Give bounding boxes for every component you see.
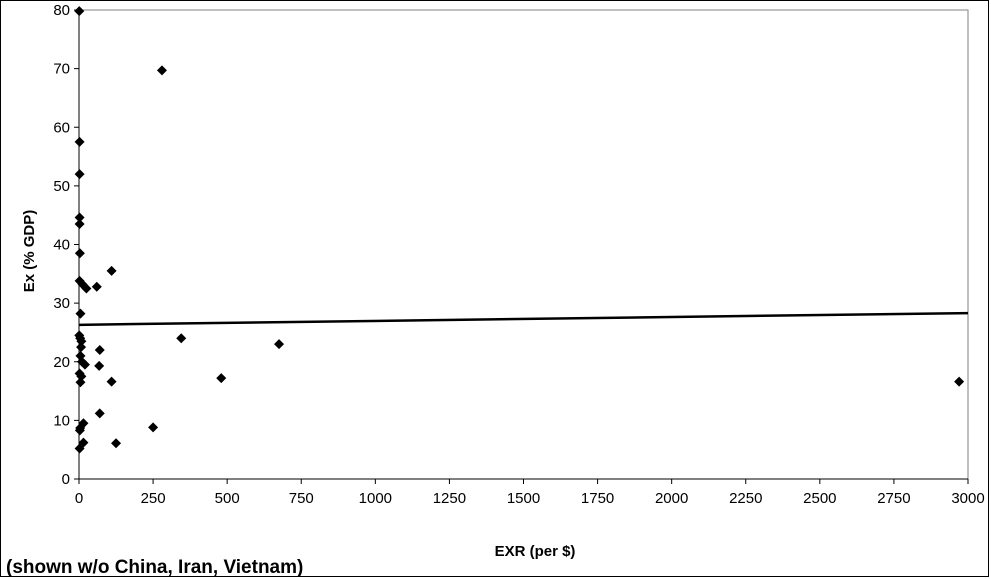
x-tick-label: 1250: [433, 490, 466, 507]
data-point: [74, 136, 85, 147]
x-tick-label: 250: [141, 490, 166, 507]
data-points: [74, 6, 965, 454]
data-point: [94, 345, 105, 356]
y-tick-label: 20: [53, 354, 70, 371]
y-tick-label: 0: [62, 471, 70, 488]
data-point: [74, 425, 85, 436]
plot-border: [78, 9, 969, 480]
data-point: [94, 360, 105, 371]
x-tick-label: 3000: [951, 490, 984, 507]
y-tick-label: 50: [53, 178, 70, 195]
x-axis-label: EXR (per $): [495, 543, 576, 560]
x-tick-label: 1000: [359, 490, 392, 507]
data-point: [74, 212, 85, 223]
data-point: [176, 333, 187, 344]
x-tick-label: 2000: [655, 490, 688, 507]
data-point: [74, 6, 85, 17]
x-tick-label: 500: [215, 490, 240, 507]
data-point: [74, 169, 85, 180]
y-tick-label: 10: [53, 412, 70, 429]
plot-area: [78, 9, 969, 480]
x-tick-label: 750: [289, 490, 314, 507]
data-point: [106, 376, 117, 387]
data-point: [106, 265, 117, 276]
x-tick-label: 2250: [729, 490, 762, 507]
data-point: [76, 336, 87, 347]
data-point: [75, 308, 86, 319]
x-tick-label: 0: [75, 490, 83, 507]
data-point: [216, 373, 227, 384]
trendline: [78, 311, 969, 327]
data-point: [79, 359, 90, 370]
data-point: [74, 443, 85, 454]
data-point: [148, 422, 159, 433]
chart-note: (shown w/o China, Iran, Vietnam): [6, 557, 303, 578]
data-point: [75, 377, 86, 388]
y-tick-label: 60: [53, 119, 70, 136]
data-point: [76, 342, 87, 353]
data-point: [111, 438, 122, 449]
y-tick-label: 30: [53, 295, 70, 312]
data-point: [74, 218, 85, 229]
x-tick-label: 1750: [581, 490, 614, 507]
data-point: [156, 65, 167, 76]
y-tick-label: 40: [53, 237, 70, 254]
x-tick-label: 1500: [507, 490, 540, 507]
y-tick-label: 70: [53, 61, 70, 78]
x-tick-label: 2750: [877, 490, 910, 507]
data-point: [81, 283, 92, 294]
data-point: [274, 339, 285, 350]
y-axis-label: Ex (% GDP): [21, 210, 38, 293]
y-tick-label: 80: [53, 2, 70, 19]
data-point: [74, 248, 85, 259]
data-point: [91, 281, 102, 292]
x-tick-label: 2500: [803, 490, 836, 507]
data-point: [954, 376, 965, 387]
data-point: [94, 408, 105, 419]
axis-ticks: 0 10 20 30 40 50 60 70 80 0 250 500 750 1000 1250 1500 1…: [53, 2, 984, 507]
trendline-group: [78, 311, 969, 327]
